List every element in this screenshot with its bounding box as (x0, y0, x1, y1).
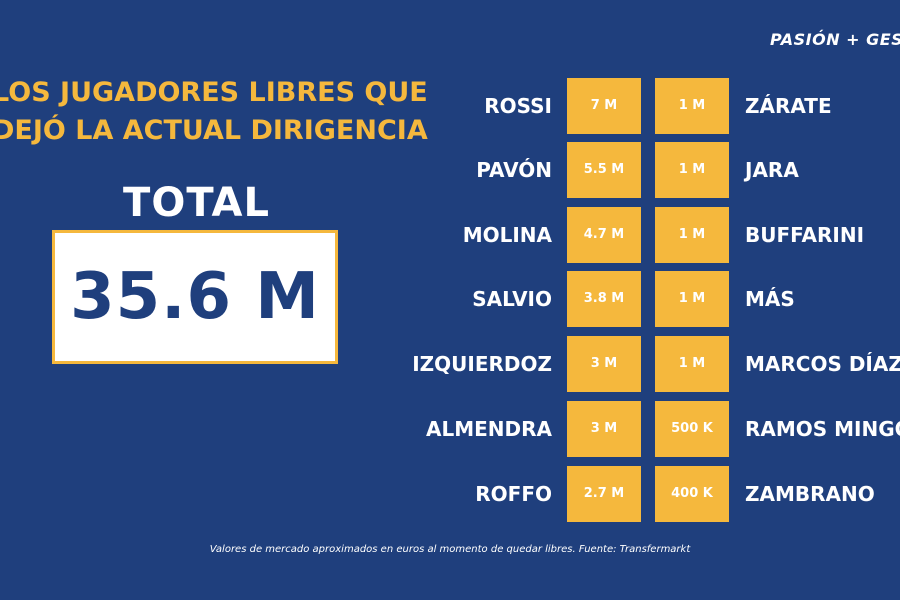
left-player-value: 4.7 M (567, 207, 641, 263)
right-player-name: MARCOS DÍAZ (745, 352, 900, 376)
left-player-value: 5.5 M (567, 142, 641, 198)
right-player-name: MÁS (745, 287, 795, 311)
right-player-value: 1 M (655, 207, 729, 263)
right-player-value: 400 K (655, 466, 729, 522)
total-label: TOTAL (123, 180, 270, 226)
left-player-value: 3 M (567, 401, 641, 457)
right-player-value: 1 M (655, 142, 729, 198)
right-player-name: ZÁRATE (745, 94, 832, 118)
player-row: ROFFO 2.7 M 400 K ZAMBRANO (0, 466, 900, 522)
total-box: 35.6 M (52, 230, 338, 364)
left-player-value: 3 M (567, 336, 641, 392)
brand-logo-text: PASIÓN + GESTIÓ (770, 30, 900, 49)
left-player-name: IZQUIERDOZ (412, 352, 552, 376)
left-player-value: 2.7 M (567, 466, 641, 522)
left-player-name: ALMENDRA (425, 417, 552, 441)
left-player-name: SALVIO (472, 287, 552, 311)
headline: LOS JUGADORES LIBRES QUE DEJÓ LA ACTUAL … (0, 74, 428, 150)
left-player-name: MOLINA (462, 223, 552, 247)
total-value: 35.6 M (70, 260, 320, 334)
player-row: MOLINA 4.7 M 1 M BUFFARINI (0, 207, 900, 263)
right-player-name: RAMOS MINGO (745, 417, 900, 441)
player-row: SALVIO 3.8 M 1 M MÁS (0, 271, 900, 327)
player-row: ROSSI 7 M 1 M ZÁRATE (0, 78, 900, 134)
player-row: PAVÓN 5.5 M 1 M JARA (0, 142, 900, 198)
left-player-name: ROSSI (484, 94, 552, 118)
right-player-name: BUFFARINI (745, 223, 865, 247)
player-row: ALMENDRA 3 M 500 K RAMOS MINGO (0, 401, 900, 457)
right-player-value: 500 K (655, 401, 729, 457)
left-player-name: ROFFO (475, 482, 552, 506)
left-player-value: 7 M (567, 78, 641, 134)
right-player-value: 1 M (655, 336, 729, 392)
left-player-name: PAVÓN (476, 158, 552, 182)
right-player-name: JARA (745, 158, 799, 182)
right-player-value: 1 M (655, 78, 729, 134)
left-player-value: 3.8 M (567, 271, 641, 327)
source-footnote: Valores de mercado aproximados en euros … (209, 544, 691, 555)
player-row: IZQUIERDOZ 3 M 1 M MARCOS DÍAZ (0, 336, 900, 392)
headline-line-1: LOS JUGADORES LIBRES QUE (0, 77, 428, 108)
right-player-name: ZAMBRANO (745, 482, 875, 506)
headline-line-2: DEJÓ LA ACTUAL DIRIGENCIA (0, 115, 428, 146)
right-player-value: 1 M (655, 271, 729, 327)
